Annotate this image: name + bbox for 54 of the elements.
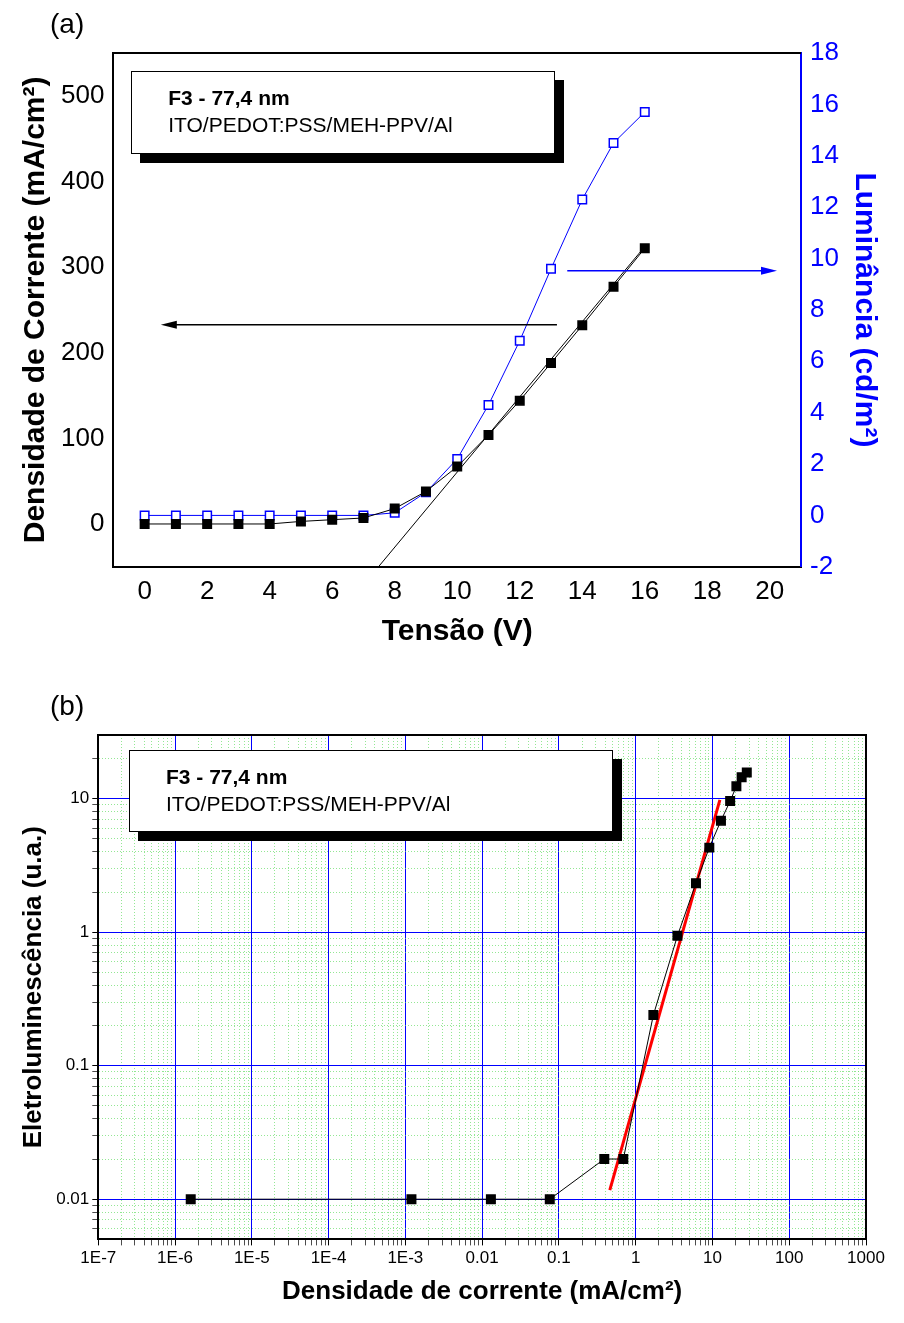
y2-tick-label: -2	[810, 549, 834, 580]
annotation: ITO/PEDOT:PSS/MEH-PPV/Al	[165, 790, 452, 817]
y-tick-label: 400	[60, 164, 105, 195]
x-tick-label: 1E-7	[80, 1248, 117, 1268]
y-axis-title: Eletroluminescência (u.a.)	[16, 826, 47, 1149]
y2-tick-label: 18	[810, 36, 839, 67]
y2-tick-label: 6	[810, 344, 825, 375]
y-tick-label: 200	[60, 335, 105, 366]
x-axis-title: Densidade de corrente (mA/cm²)	[282, 1274, 683, 1305]
x-tick-label: 18	[692, 574, 722, 605]
y2-tick-label: 10	[810, 241, 839, 272]
y2-tick-label: 8	[810, 293, 825, 324]
x-tick-label: 1E-3	[387, 1248, 424, 1268]
text: (b)	[50, 690, 85, 722]
x-tick-label: 8	[387, 574, 402, 605]
x-tick-label: 10	[703, 1248, 722, 1268]
x-tick-label: 2	[199, 574, 215, 605]
x-tick-label: 100	[775, 1248, 804, 1268]
x-tick-label: 1000	[847, 1248, 885, 1268]
x-axis-title: Tensão (V)	[381, 613, 533, 647]
x-tick-label: 0.01	[465, 1248, 499, 1268]
y-tick-label: 0	[89, 507, 105, 538]
y-tick-label: 10	[70, 788, 90, 808]
y2-tick-label: 16	[810, 87, 839, 118]
y2-tick-label: 2	[810, 447, 825, 478]
y-tick-label: 100	[60, 421, 105, 452]
x-tick-label: 1E-5	[233, 1248, 270, 1268]
y2-tick-label: 14	[810, 138, 839, 169]
text: (a)	[50, 8, 85, 40]
x-tick-label: 0	[137, 574, 152, 605]
y-axis-title: Densidade de Corrente (mA/cm²)	[17, 76, 51, 544]
x-tick-label: 4	[262, 574, 277, 605]
x-tick-label: 20	[755, 574, 785, 605]
annotation: F3 - 77,4 nm	[165, 763, 289, 790]
y2-tick-label: 0	[810, 498, 825, 529]
x-tick-label: 6	[324, 574, 340, 605]
x-tick-label: 12	[505, 574, 535, 605]
y-tick-label: 500	[60, 78, 105, 109]
x-tick-label: 0.1	[547, 1248, 571, 1268]
y2-tick-label: 4	[810, 395, 825, 426]
y-tick-label: 0.01	[56, 1188, 90, 1208]
x-tick-label: 1	[630, 1248, 641, 1268]
x-tick-label: 1E-6	[157, 1248, 194, 1268]
annotation: F3 - 77,4 nm	[168, 84, 291, 111]
annotation: ITO/PEDOT:PSS/MEH-PPV/Al	[168, 112, 454, 139]
y-tick-label: 1	[79, 921, 90, 941]
x-tick-label: 16	[630, 574, 660, 605]
y2-axis-title: Luminância (cd/m²)	[849, 172, 883, 448]
x-tick-label: 1E-4	[310, 1248, 347, 1268]
x-tick-label: 10	[442, 574, 472, 605]
y-tick-label: 300	[60, 250, 105, 281]
x-tick-label: 14	[567, 574, 597, 605]
y-tick-label: 0.1	[65, 1055, 90, 1075]
y2-tick-label: 12	[810, 190, 839, 221]
